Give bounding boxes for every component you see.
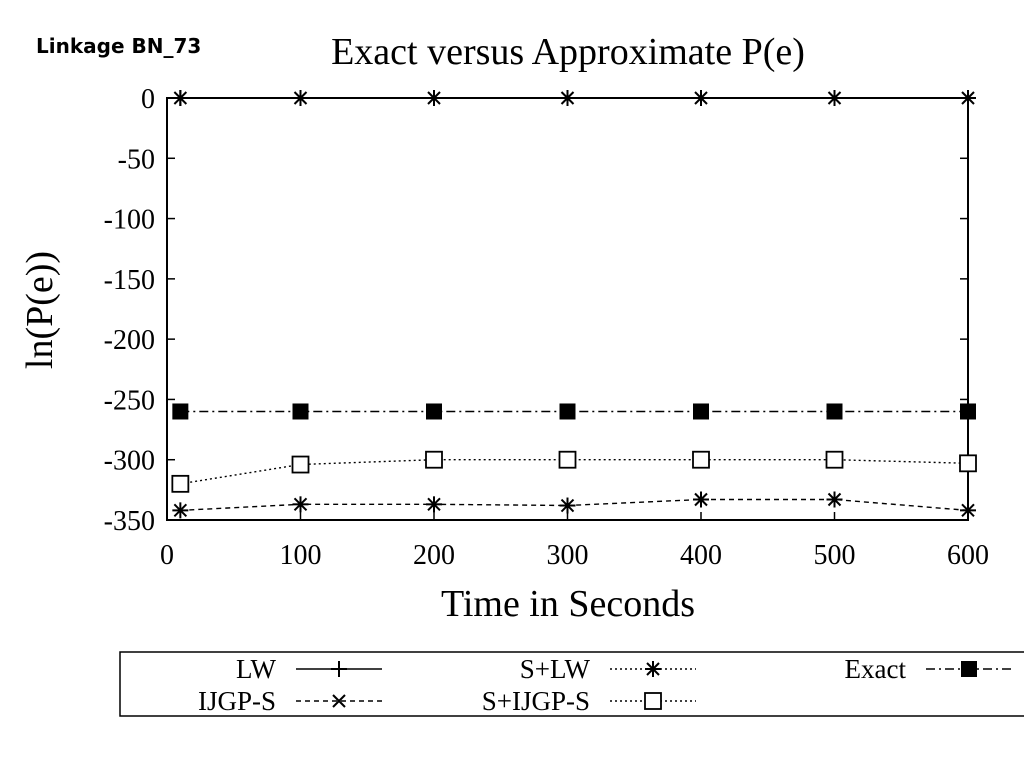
- legend-item-ijgp-s: IJGP-S: [198, 686, 382, 716]
- legend-item-lw: LW: [236, 654, 382, 684]
- y-tick-label: -50: [118, 144, 155, 175]
- legend-label: Exact: [845, 654, 907, 684]
- point-s-ijgp-s: [425, 450, 443, 469]
- y-tick-label: -150: [104, 265, 155, 296]
- point-exact: [826, 403, 843, 420]
- point-ijgp-s: [960, 502, 976, 519]
- point-exact: [292, 403, 309, 420]
- series-s-ijgp-s: [171, 450, 977, 493]
- x-tick-label: 200: [413, 540, 455, 571]
- point-s-lw: [826, 90, 843, 106]
- corner-label: Linkage BN_73: [36, 34, 202, 58]
- y-tick-label: -250: [104, 385, 155, 416]
- point-s-ijgp-s: [558, 450, 577, 469]
- point-s-lw: [559, 90, 576, 106]
- x-tick-label: 300: [547, 540, 589, 571]
- point-ijgp-s: [559, 497, 576, 514]
- legend-marker: [331, 661, 347, 677]
- point-s-ijgp-s: [171, 474, 190, 493]
- series-ijgp-s: [172, 491, 976, 519]
- legend-item-exact: Exact: [845, 654, 1012, 684]
- x-tick-label: 0: [160, 540, 174, 571]
- legend: LW S+LW Exact IJGP-S S+IJGP-S: [198, 654, 1012, 716]
- legend-marker: [645, 661, 661, 677]
- point-s-lw: [172, 90, 189, 106]
- y-tick-label: -300: [104, 446, 155, 477]
- series-exact: [172, 403, 976, 420]
- point-s-lw: [693, 90, 709, 106]
- point-ijgp-s: [693, 491, 709, 508]
- legend-box: [119, 651, 1024, 717]
- point-exact: [693, 403, 709, 420]
- point-exact: [960, 403, 976, 420]
- point-ijgp-s: [826, 491, 843, 508]
- y-tick-label: -350: [104, 506, 155, 537]
- x-tick-label: 500: [814, 540, 856, 571]
- x-axis-label: Time in Seconds: [441, 583, 695, 625]
- point-s-ijgp-s: [959, 454, 977, 473]
- point-ijgp-s: [292, 496, 309, 513]
- x-tick-label: 600: [947, 540, 989, 571]
- legend-label: S+IJGP-S: [482, 686, 590, 716]
- y-tick-label: 0: [141, 84, 155, 115]
- legend-label: IJGP-S: [198, 686, 276, 716]
- legend-marker: [644, 692, 662, 710]
- y-axis-label: ln(P(e)): [19, 251, 61, 369]
- series-s-lw: [172, 90, 976, 106]
- point-s-lw: [292, 90, 309, 106]
- legend-marker: [961, 661, 977, 677]
- legend-label: S+LW: [520, 654, 591, 684]
- legend-item-s-ijgp-s: S+IJGP-S: [482, 686, 696, 716]
- point-exact: [426, 403, 442, 420]
- y-tick-label: -100: [104, 205, 155, 236]
- point-s-lw: [426, 90, 442, 106]
- legend-item-s-lw: S+LW: [520, 654, 696, 684]
- legend-label: LW: [236, 654, 276, 684]
- axis-ticks: 0 100 200 300 400 500 600 0 -50 -100 -150 -200 -250 -…: [104, 84, 989, 571]
- point-s-ijgp-s: [825, 450, 844, 469]
- chart-title: Exact versus Approximate P(e): [331, 31, 805, 73]
- point-s-ijgp-s: [291, 455, 310, 474]
- point-exact: [559, 403, 576, 420]
- point-ijgp-s: [426, 496, 442, 513]
- x-tick-label: 400: [680, 540, 722, 571]
- point-s-ijgp-s: [692, 450, 710, 469]
- point-s-lw: [960, 90, 976, 106]
- point-ijgp-s: [172, 502, 189, 519]
- legend-marker: [332, 694, 346, 708]
- series-layer: [171, 90, 977, 519]
- x-tick-label: 100: [280, 540, 322, 571]
- point-exact: [172, 403, 189, 420]
- y-tick-label: -200: [104, 325, 155, 356]
